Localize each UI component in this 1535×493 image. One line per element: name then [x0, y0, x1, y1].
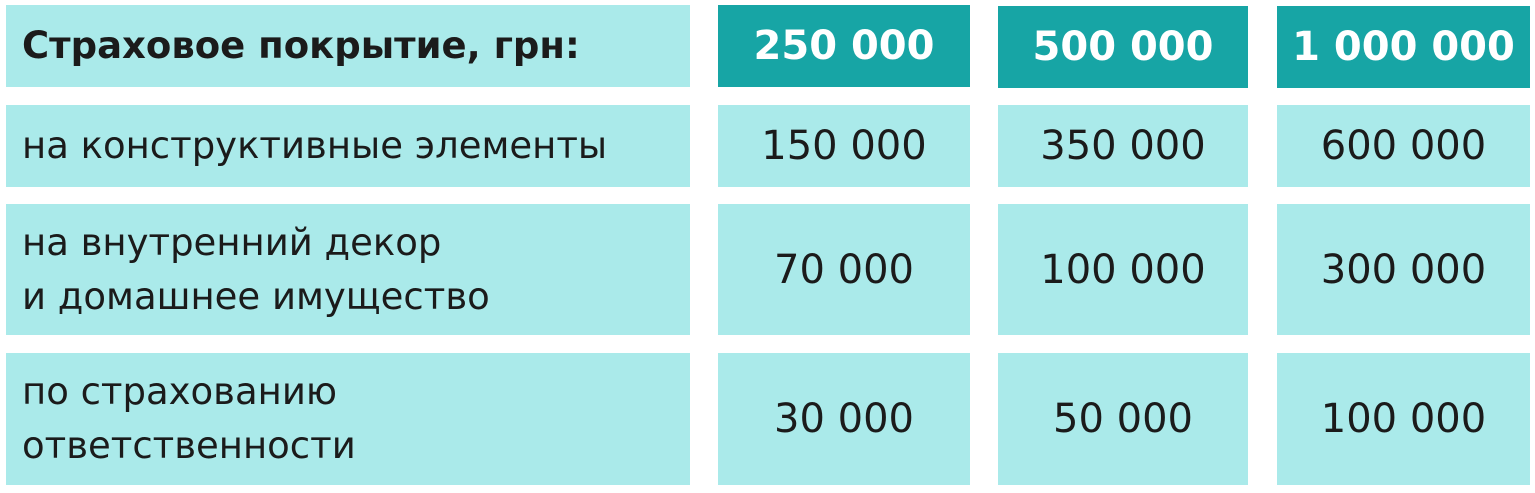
table-cell: 600 000: [1277, 105, 1530, 187]
plan-header-1000000: 1 000 000: [1277, 6, 1530, 88]
label-line: на внутренний декор: [22, 220, 442, 264]
label-line: ответственности: [22, 424, 356, 467]
table-cell: 70 000: [718, 204, 970, 335]
row-label-structural: на конструктивные элементы: [6, 105, 690, 187]
table-cell: 150 000: [718, 105, 970, 187]
table-cell: 100 000: [998, 204, 1248, 335]
table-cell: 30 000: [718, 353, 970, 485]
plan-header-250000: 250 000: [718, 5, 970, 87]
row-label-liability: по страхованию ответственности: [6, 353, 690, 485]
header-label-text: Страховое покрытие, грн:: [22, 24, 580, 68]
table-cell: 50 000: [998, 353, 1248, 485]
label-line: и домашнее имущество: [22, 274, 490, 318]
label-line: по страхованию: [22, 370, 338, 414]
coverage-header-label: Страховое покрытие, грн:: [6, 5, 690, 87]
label-line: на конструктивные элементы: [22, 124, 608, 168]
table-cell: 350 000: [998, 105, 1248, 187]
table-cell: 300 000: [1277, 204, 1530, 335]
plan-header-500000: 500 000: [998, 6, 1248, 88]
row-label-decor-property: на внутренний декор и домашнее имущество: [6, 204, 690, 335]
table-cell: 100 000: [1277, 353, 1530, 485]
